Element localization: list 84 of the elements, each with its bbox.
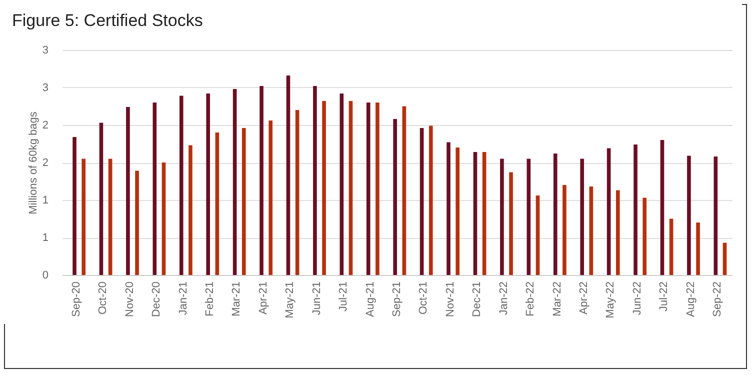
y-tick-label: 2 [42,157,48,169]
x-tick-label: Mar-22 [551,282,564,316]
x-tick-label: Dec-20 [150,282,163,317]
bar [268,120,273,275]
bar [428,126,433,275]
x-tick-label: Jan-22 [498,282,510,316]
bar [242,128,246,275]
x-tick-label: Oct-21 [418,282,430,315]
bar [456,148,460,275]
bar [313,86,317,275]
x-tick-label: Aug-22 [684,282,697,317]
y-tick-label: 0 [42,270,48,282]
bar [99,122,104,275]
bar [295,110,300,275]
bar [714,156,718,275]
x-tick-label: Oct-20 [97,282,110,315]
x-tick-label: Jul-21 [338,282,350,312]
bar [260,86,264,275]
y-tick-label: 1 [42,232,48,244]
bar [722,242,727,275]
y-tick-label: 3 [42,82,48,94]
bar [500,158,504,275]
x-tick-label: Dec-21 [471,282,484,317]
bar [526,158,531,275]
bar [179,96,184,275]
bar [215,132,220,275]
bar [606,148,611,275]
y-tick-label: 2 [42,120,48,132]
x-tick-label: Jul-22 [658,282,670,312]
bar [669,218,674,275]
bar [232,89,237,275]
x-tick-label: Mar-21 [230,282,243,316]
x-tick-label: Apr-22 [578,282,590,315]
y-axis-title: Millions of 60kg bags [27,111,40,214]
bar [188,145,192,275]
bar [152,102,157,275]
bar [402,106,406,275]
chart-title: Figure 5: Certified Stocks [12,11,203,30]
bar [286,76,290,275]
y-tick-label: 3 [42,44,48,56]
x-tick-label: Jan-21 [177,282,190,316]
x-tick-label: Feb-21 [204,282,216,316]
bar [616,190,620,275]
bar [340,94,344,275]
bar [482,152,486,275]
x-tick-label: Sep-20 [70,282,82,317]
x-tick-label: Jun-22 [631,282,644,316]
bar [126,107,130,275]
x-tick-label: Apr-21 [257,282,270,315]
bar [162,162,166,275]
bar [376,102,380,275]
x-tick-label: May-22 [604,282,617,318]
x-tick-label: Nov-21 [444,282,456,317]
bar [562,185,566,275]
bar [660,140,664,275]
x-tick-label: Feb-22 [524,282,537,316]
y-tick-label: 1 [42,194,48,206]
bar [366,102,370,275]
x-tick-label: Aug-21 [364,282,376,317]
bar [687,156,691,275]
bar [135,170,139,275]
x-tick-label: Jun-21 [310,282,323,316]
x-tick-label: Sep-22 [712,282,724,317]
bar [206,94,210,275]
bar [348,101,353,275]
bar [446,142,450,275]
bar [420,128,424,275]
bar [509,172,513,275]
bar [696,222,700,275]
bar [589,186,594,275]
bar [642,198,647,275]
x-tick-label: Sep-21 [391,282,403,317]
x-tick-label: Nov-20 [124,282,136,317]
bar [580,158,584,275]
bar [82,158,86,275]
x-tick-label: May-21 [284,282,296,318]
bar [473,152,478,275]
bar [72,137,76,275]
bar [393,119,397,275]
bar [553,154,558,275]
bar [108,158,112,275]
bar [634,144,638,275]
bar [536,196,540,275]
bar [322,101,326,275]
